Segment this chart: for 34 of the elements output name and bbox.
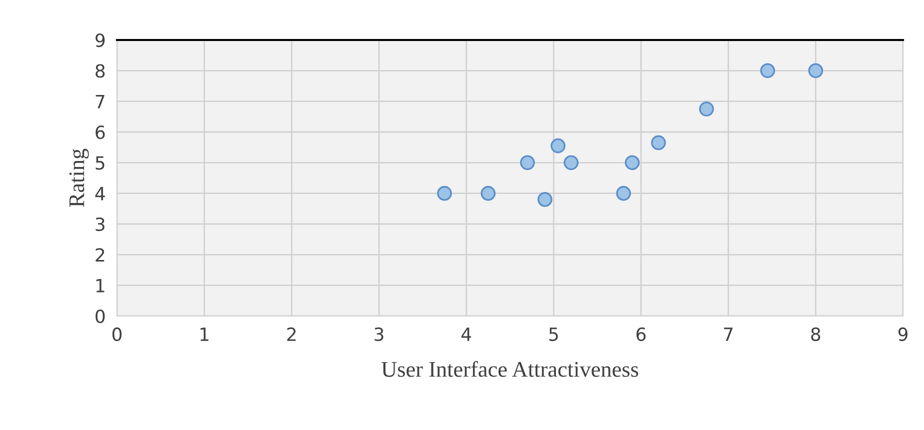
y-tick-label: 7 [96, 95, 104, 108]
point [808, 63, 824, 78]
x-tick-label: 4 [461, 328, 472, 341]
y-tick-label: 8 [96, 64, 105, 78]
y-tick-label: 2 [96, 248, 104, 262]
point [550, 138, 566, 154]
x-tick-label: 3 [374, 327, 384, 342]
point [480, 186, 496, 201]
y-tick-label: 1 [96, 279, 104, 292]
y-tick-label: 6 [96, 125, 105, 140]
point [616, 186, 631, 201]
y-axis-title: Rating [69, 148, 89, 207]
point [651, 135, 666, 150]
x-tick-label: 7 [724, 328, 733, 341]
point [538, 192, 552, 207]
x-tick-label: 0 [112, 327, 122, 342]
point [699, 102, 714, 116]
x-tick-label: 9 [898, 327, 908, 342]
x-tick-label: 6 [636, 327, 646, 342]
x-tick-label: 2 [287, 327, 296, 341]
point [520, 155, 535, 170]
y-tick-label: 0 [96, 309, 105, 324]
point [437, 186, 452, 201]
point [624, 155, 640, 170]
point [760, 63, 776, 78]
point [564, 155, 579, 170]
x-tick-label: 1 [200, 328, 208, 341]
x-tick-label: 5 [549, 328, 558, 342]
x-tick-label: 8 [811, 327, 820, 342]
y-tick-label: 9 [96, 33, 105, 48]
x-axis-title: User Interface Attractiveness [382, 361, 638, 377]
y-tick-label: 4 [95, 187, 105, 200]
y-tick-label: 3 [96, 217, 104, 232]
y-tick-label: 5 [96, 156, 104, 170]
